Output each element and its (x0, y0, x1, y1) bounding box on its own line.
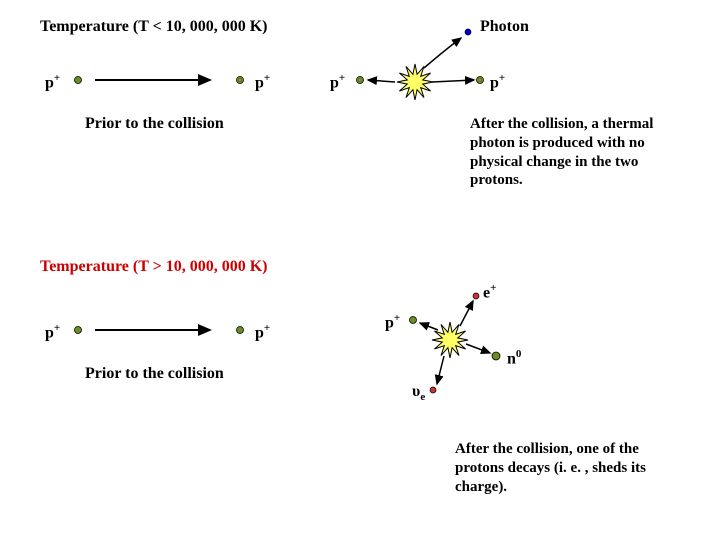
s2-dot1 (75, 327, 82, 334)
s2-dot-n (492, 352, 500, 360)
s1-photon-dot (465, 29, 471, 35)
s2-arrow-n (466, 344, 490, 353)
s2-dot2 (237, 327, 244, 334)
diagram-svg (0, 0, 720, 540)
s2-arrow-ve (437, 356, 444, 384)
s1-arrow-photon (424, 38, 461, 68)
s2-dot-e (473, 293, 479, 299)
s1-starburst (397, 64, 433, 100)
s1-dot1 (75, 77, 82, 84)
s2-arrow-p3 (420, 323, 438, 330)
s2-dot-ve (430, 387, 436, 393)
s1-dot4 (477, 77, 484, 84)
s2-starburst (432, 322, 468, 358)
s2-arrow-e (460, 301, 473, 326)
s2-dot-p3 (410, 317, 417, 324)
s1-dot2 (237, 77, 244, 84)
s1-dot3 (357, 77, 364, 84)
s1-arrow-p4 (432, 80, 474, 82)
s1-arrow-p3 (368, 80, 395, 82)
